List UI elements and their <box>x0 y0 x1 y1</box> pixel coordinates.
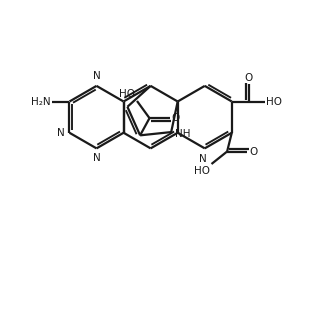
Text: H₂N: H₂N <box>31 96 51 107</box>
Text: NH: NH <box>175 129 190 139</box>
Text: N: N <box>199 154 207 164</box>
Text: O: O <box>245 73 253 83</box>
Text: N: N <box>57 128 65 138</box>
Text: N: N <box>93 71 100 81</box>
Text: O: O <box>249 147 257 156</box>
Text: HO: HO <box>194 166 210 175</box>
Text: N: N <box>93 153 100 163</box>
Text: O: O <box>171 113 180 123</box>
Text: HO: HO <box>120 90 135 99</box>
Text: HO: HO <box>266 96 282 107</box>
